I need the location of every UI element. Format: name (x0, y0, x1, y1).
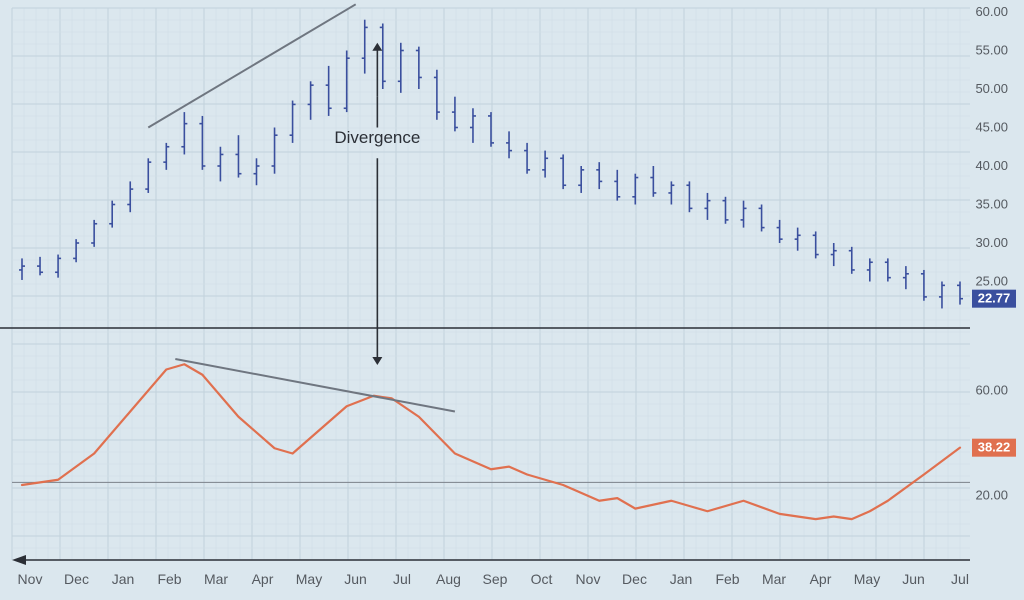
divergence-label: Divergence (334, 128, 420, 147)
divergence-chart: 25.00 30.00 35.00 40.00 45.00 50.00 55.00 60.00… (0, 0, 1024, 600)
x-tick-label: Jun (902, 571, 925, 587)
x-tick-label: May (296, 571, 322, 587)
x-tick-label: Dec (64, 571, 89, 587)
price-badge-value: 22.77 (978, 291, 1011, 306)
x-tick-label: Mar (762, 571, 786, 587)
price-ytick: 55.00 (975, 43, 1008, 58)
price-ytick: 60.00 (975, 4, 1008, 19)
x-tick-label: Jul (393, 571, 411, 587)
x-tick-label: Jan (112, 571, 135, 587)
price-ytick: 50.00 (975, 81, 1008, 96)
x-tick-label: Jul (951, 571, 969, 587)
x-tick-label: Feb (715, 571, 739, 587)
indicator-ytick: 60.00 (975, 383, 1008, 398)
price-ytick: 40.00 (975, 158, 1008, 173)
price-ytick: 25.00 (975, 274, 1008, 289)
x-tick-label: Jan (670, 571, 693, 587)
x-tick-label: Nov (576, 571, 601, 587)
x-tick-label: Mar (204, 571, 228, 587)
price-ytick: 45.00 (975, 120, 1008, 135)
x-tick-label: Apr (810, 571, 832, 587)
price-ytick: 35.00 (975, 197, 1008, 212)
x-tick-label: Nov (18, 571, 43, 587)
x-tick-label: May (854, 571, 880, 587)
x-tick-label: Feb (157, 571, 181, 587)
x-tick-label: Apr (252, 571, 274, 587)
x-tick-label: Aug (436, 571, 461, 587)
x-tick-label: Dec (622, 571, 647, 587)
indicator-ytick: 20.00 (975, 488, 1008, 503)
indicator-badge-value: 38.22 (978, 440, 1011, 455)
price-ytick: 30.00 (975, 235, 1008, 250)
x-tick-label: Oct (531, 571, 553, 587)
x-tick-label: Jun (344, 571, 367, 587)
x-tick-label: Sep (483, 571, 508, 587)
